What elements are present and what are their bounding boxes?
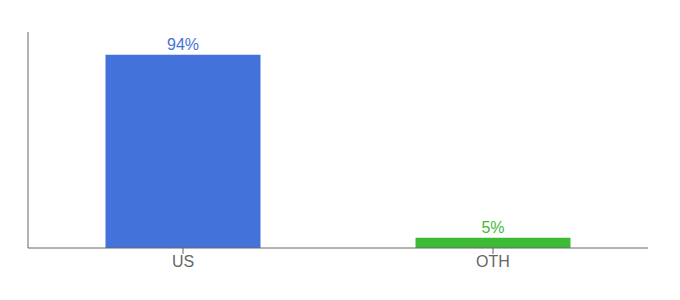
svg-text:94%: 94% (167, 36, 199, 53)
svg-text:US: US (172, 253, 194, 270)
svg-text:5%: 5% (481, 219, 504, 236)
svg-text:OTH: OTH (476, 253, 510, 270)
